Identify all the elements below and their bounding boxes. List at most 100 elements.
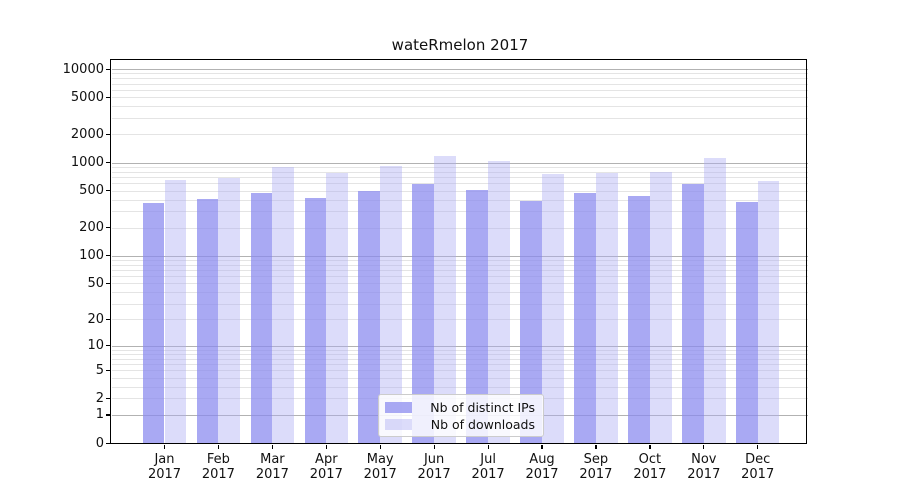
x-tick-label: Feb 2017 <box>191 452 245 482</box>
y-tick-label: 5000 <box>70 89 104 105</box>
minor-gridline <box>111 303 809 305</box>
x-tick-label: Nov 2017 <box>677 452 731 482</box>
x-tick-mark <box>703 444 705 449</box>
x-tick-year: 2017 <box>525 467 559 482</box>
x-tick-year: 2017 <box>687 467 721 482</box>
bar-oct-downloads <box>649 171 672 443</box>
y-tick-mark <box>106 162 111 164</box>
x-tick-label: Jan 2017 <box>138 452 192 482</box>
x-tick-month: Jan <box>154 452 175 467</box>
minor-gridline <box>111 176 809 178</box>
y-tick-mark <box>106 255 111 257</box>
x-tick-month: Sep <box>583 452 609 467</box>
x-tick-year: 2017 <box>741 467 775 482</box>
minor-gridline <box>111 227 809 229</box>
x-tick-month: Jun <box>423 452 445 467</box>
minor-gridline <box>111 353 809 355</box>
x-tick-year: 2017 <box>255 467 289 482</box>
minor-gridline <box>111 83 809 85</box>
x-tick-year: 2017 <box>471 467 505 482</box>
x-tick-year: 2017 <box>201 467 235 482</box>
x-tick-label: May 2017 <box>353 452 407 482</box>
x-tick-month: Oct <box>638 452 662 467</box>
bar-jul-downloads <box>488 160 510 443</box>
x-tick-mark <box>541 444 543 449</box>
x-tick-month: Mar <box>260 452 285 467</box>
minor-gridline <box>111 117 809 119</box>
bar-nov-downloads <box>703 157 726 443</box>
x-tick-year: 2017 <box>147 467 182 482</box>
y-tick-label: 50 <box>87 275 104 291</box>
minor-gridline <box>111 190 809 192</box>
x-tick-label: Dec 2017 <box>731 452 785 482</box>
bar-may-downloads <box>380 165 402 443</box>
x-tick-label: Sep 2017 <box>569 452 623 482</box>
legend-label-distinct-ips: Nb of distinct IPs <box>430 400 535 415</box>
x-tick-mark <box>595 444 597 449</box>
y-tick-mark <box>106 227 111 229</box>
x-tick-label: Aug 2017 <box>515 452 569 482</box>
legend-label-downloads: Nb of downloads <box>430 417 535 432</box>
legend-swatch-distinct-ips-icon <box>385 401 412 414</box>
x-tick-label: Jun 2017 <box>407 452 461 482</box>
bar-sep-downloads <box>595 173 618 443</box>
minor-gridline <box>111 166 809 168</box>
x-tick-label: Mar 2017 <box>245 452 299 482</box>
minor-gridline <box>111 89 809 91</box>
bar-aug-downloads <box>542 174 564 443</box>
minor-gridline <box>111 276 809 278</box>
y-tick-label: 500 <box>79 183 104 199</box>
minor-gridline <box>111 259 809 261</box>
x-tick-month: Nov <box>691 452 717 467</box>
x-tick-mark <box>271 444 274 449</box>
x-tick-month: May <box>366 452 394 467</box>
x-tick-mark <box>649 444 651 449</box>
y-tick-mark <box>106 369 111 371</box>
bar-aug-distinct-ips <box>520 200 542 443</box>
y-tick-mark <box>106 133 111 136</box>
minor-gridline <box>111 134 809 136</box>
bar-oct-distinct-ips <box>628 195 650 443</box>
x-tick-label: Oct 2017 <box>623 452 677 482</box>
y-tick-label: 20 <box>87 311 104 327</box>
minor-gridline <box>111 386 809 388</box>
minor-gridline <box>111 171 809 173</box>
y-tick-mark <box>106 96 111 98</box>
minor-gridline <box>111 358 809 360</box>
y-tick-label: 10 <box>87 338 104 354</box>
bar-apr-distinct-ips <box>304 198 327 443</box>
bar-feb-downloads <box>218 177 241 443</box>
minor-gridline <box>111 264 809 266</box>
x-tick-month: Aug <box>529 452 555 467</box>
y-tick-mark <box>106 414 111 416</box>
x-tick-month: Jul <box>480 452 496 467</box>
x-tick-mark <box>163 444 166 449</box>
x-tick-year: 2017 <box>309 467 343 482</box>
chart-title: wateRmelon 2017 <box>391 36 529 54</box>
y-tick-mark <box>106 190 111 192</box>
y-tick-mark <box>106 397 111 400</box>
minor-gridline <box>111 349 809 351</box>
y-tick-mark <box>106 318 111 321</box>
x-tick-mark <box>757 444 759 449</box>
y-tick-mark <box>106 68 111 70</box>
minor-gridline <box>111 199 809 201</box>
minor-gridline <box>111 97 809 99</box>
x-tick-month: Feb <box>206 452 230 467</box>
minor-gridline <box>111 73 809 75</box>
major-gridline <box>111 69 809 70</box>
bar-apr-downloads <box>326 172 349 443</box>
minor-gridline <box>111 283 809 285</box>
x-tick-mark <box>217 444 220 449</box>
x-tick-month: Apr <box>315 452 338 467</box>
x-tick-mark <box>325 444 327 449</box>
bar-jan-distinct-ips <box>142 203 165 443</box>
x-tick-year: 2017 <box>363 467 397 482</box>
x-tick-year: 2017 <box>417 467 451 482</box>
major-gridline <box>111 162 809 164</box>
major-gridline <box>111 255 809 257</box>
y-tick-label: 100 <box>79 248 104 264</box>
bar-jul-distinct-ips <box>466 189 489 443</box>
bar-may-distinct-ips <box>358 190 381 443</box>
x-tick-mark <box>487 444 489 449</box>
